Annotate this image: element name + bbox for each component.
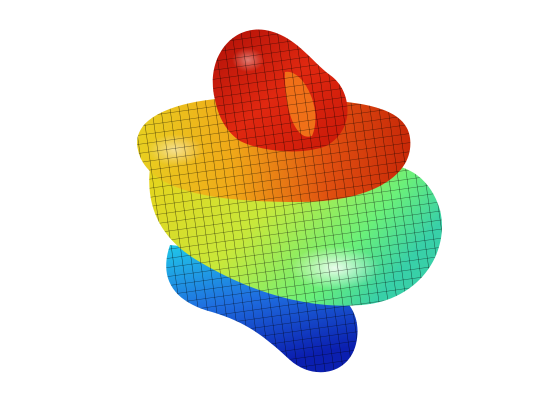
top-lobe-mesh — [212, 29, 348, 152]
middle-band-mesh — [149, 164, 442, 306]
surface — [137, 29, 442, 373]
